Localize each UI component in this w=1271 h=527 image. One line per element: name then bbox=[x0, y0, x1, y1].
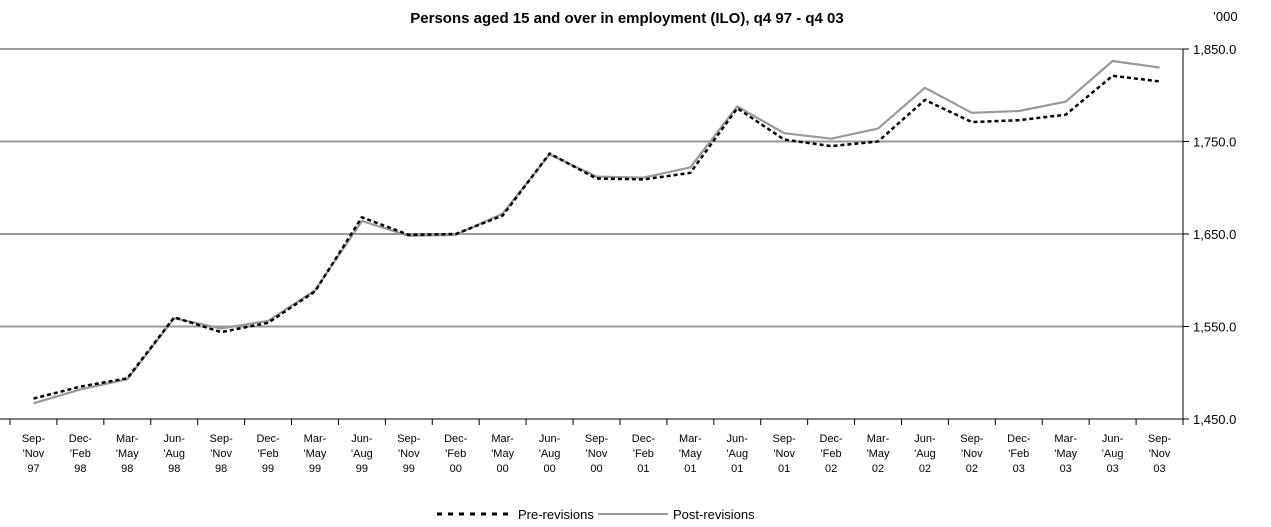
unit-label: ’000 bbox=[1213, 9, 1238, 24]
x-tick-label: Sep-'Nov 01 bbox=[773, 433, 797, 475]
x-tick-label: Dec-'Feb 01 bbox=[632, 433, 656, 475]
legend-pre-revisions-label: Pre-revisions bbox=[518, 507, 594, 522]
x-tick-label: Mar-'May 98 bbox=[116, 433, 139, 475]
legend-post-revisions-label: Post-revisions bbox=[673, 507, 755, 522]
y-tick-label: 1,850.0 bbox=[1193, 42, 1236, 57]
gridlines bbox=[0, 48, 1183, 328]
x-tick-label: Sep-'Nov 03 bbox=[1148, 433, 1172, 475]
x-tick-label: Mar-'May 00 bbox=[491, 433, 514, 475]
x-tick-label: Dec-'Feb 99 bbox=[256, 433, 280, 475]
y-tick-label: 1,450.0 bbox=[1193, 412, 1236, 427]
x-tick-label: Sep-'Nov 97 bbox=[22, 433, 46, 475]
x-tick-label: Mar-'May 02 bbox=[867, 433, 890, 475]
x-tick-label: Jun-'Aug 98 bbox=[163, 433, 185, 475]
y-tick-label: 1,650.0 bbox=[1193, 227, 1236, 242]
x-tick-label: Mar-'May 01 bbox=[679, 433, 702, 475]
chart-title: Persons aged 15 and over in employment (… bbox=[410, 10, 843, 27]
x-tick-label: Jun-'Aug 99 bbox=[351, 433, 373, 475]
series-line-pre-revisions bbox=[33, 74, 1160, 400]
x-tick-label: Sep-'Nov 02 bbox=[960, 433, 984, 475]
x-tick-label: Jun-'Aug 03 bbox=[1102, 433, 1124, 475]
x-tick-label: Mar-'May 03 bbox=[1054, 433, 1077, 475]
series-lines bbox=[33, 59, 1160, 405]
x-axis: Sep-'Nov 97 Dec-'Feb 98 Mar-'May 98 Jun-'Aug 98… bbox=[0, 418, 1184, 475]
x-tick-label: Sep-'Nov 00 bbox=[585, 433, 609, 475]
x-tick-label: Mar-'May 99 bbox=[304, 433, 327, 475]
legend: Pre-revisions Post-revisions bbox=[437, 507, 755, 522]
series-line-post-revisions bbox=[33, 59, 1160, 405]
y-tick-label: 1,750.0 bbox=[1193, 135, 1236, 150]
x-tick-label: Dec-'Feb 03 bbox=[1007, 433, 1031, 475]
x-tick-label: Dec-'Feb 00 bbox=[444, 433, 468, 475]
y-axis: 1,850.0 1,750.0 1,650.0 1,550.0 1,450.0 bbox=[1182, 42, 1236, 427]
x-tick-label: Dec-'Feb 02 bbox=[819, 433, 843, 475]
x-tick-label: Dec-'Feb 98 bbox=[69, 433, 93, 475]
x-tick-label: Sep-'Nov 98 bbox=[210, 433, 234, 475]
x-tick-label: Jun-'Aug 01 bbox=[726, 433, 748, 475]
x-tick-label: Jun-'Aug 02 bbox=[914, 433, 936, 475]
y-tick-label: 1,550.0 bbox=[1193, 320, 1236, 335]
x-tick-label: Jun-'Aug 00 bbox=[539, 433, 561, 475]
x-tick-label: Sep-'Nov 99 bbox=[397, 433, 421, 475]
